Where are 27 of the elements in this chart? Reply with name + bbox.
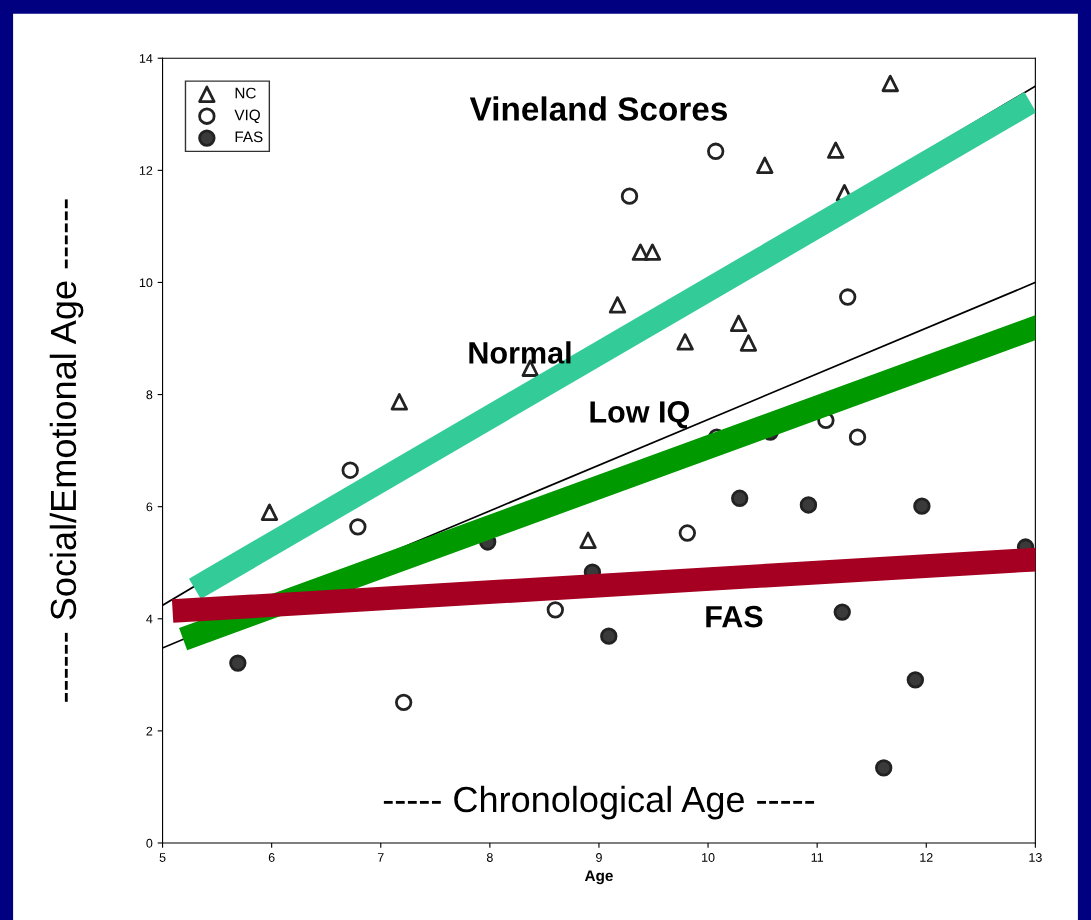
x-tick-label: 9 xyxy=(596,853,602,862)
y-tick-label: 0 xyxy=(146,838,153,848)
y-tick-label: 4 xyxy=(146,614,153,624)
point xyxy=(600,627,618,645)
point xyxy=(906,671,925,689)
point xyxy=(395,693,413,711)
x-tick-label: 10 xyxy=(702,853,715,862)
x-tick-label: 6 xyxy=(268,853,275,862)
x-axis-title: Age xyxy=(584,870,613,885)
x-tick-label: 13 xyxy=(1029,853,1042,862)
point xyxy=(229,654,247,672)
point xyxy=(875,759,893,777)
point xyxy=(833,603,851,621)
y-tick-label: 14 xyxy=(139,54,153,63)
y-tick-label: 2 xyxy=(146,726,153,736)
x-tick-label: 11 xyxy=(811,853,824,862)
y-tick-label: 12 xyxy=(139,166,153,175)
x-tick-label: 8 xyxy=(486,853,493,862)
x-tick-label: 5 xyxy=(159,853,166,862)
y-tick-label: 10 xyxy=(139,278,153,288)
series-label: FAS xyxy=(706,605,763,628)
y-axis-title: ------ Social/Emotional Age ------ xyxy=(49,199,84,702)
x-tick-label: 12 xyxy=(920,853,933,862)
y-tick-label: 8 xyxy=(146,390,153,400)
y-tick-label: 6 xyxy=(146,502,153,512)
annotation: ----- Chronological Age ----- xyxy=(383,785,815,820)
x-tick-label: 7 xyxy=(377,853,384,862)
